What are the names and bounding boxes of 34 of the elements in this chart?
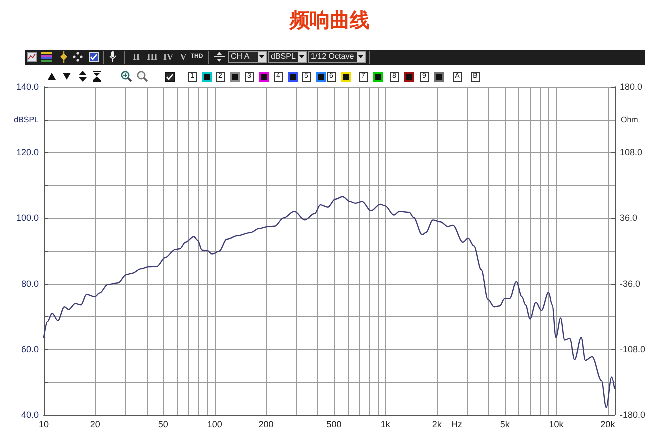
- y-tick-label: 100.0: [16, 213, 39, 224]
- y-tick-label: 80.0: [21, 278, 39, 289]
- toolbar-label: II: [132, 51, 141, 63]
- toolbar-label: V: [179, 51, 188, 63]
- x-tick-label: 100: [207, 420, 222, 430]
- x-tick-label: 5k: [500, 420, 510, 430]
- x-axis-title: Hz: [451, 420, 463, 430]
- y2-tick-label: -108.0: [620, 344, 646, 354]
- toolbar-label: III: [147, 51, 158, 63]
- x-tick-label: 200: [258, 420, 274, 430]
- dropdown: CH A: [228, 51, 267, 63]
- x-tick-label: 20: [90, 420, 100, 430]
- dropdown: 1/12 Octave: [308, 51, 366, 63]
- y2-tick-label: 180.0: [620, 82, 643, 92]
- x-tick-label: 10: [38, 420, 50, 430]
- x-tick-label: 2k: [432, 420, 442, 430]
- x-tick-label: 50: [158, 420, 168, 430]
- y-tick-label: 140.0: [16, 82, 39, 92]
- y-tick-label: 120.0: [16, 148, 39, 158]
- dropdown: dBSPL: [268, 51, 307, 63]
- x-tick-label: 20k: [600, 420, 616, 430]
- x-tick-label: 10k: [549, 420, 564, 430]
- toolbar-label: IV: [163, 51, 174, 63]
- y2-tick-label: 36.0: [620, 213, 638, 224]
- y2-tick-label: -36.0: [620, 278, 641, 289]
- chart-title: 频响曲线: [289, 10, 370, 32]
- y2-tick-label: -180.0: [620, 410, 646, 420]
- y-axis-title: dBSPL: [14, 115, 40, 124]
- x-tick-label: 500: [326, 420, 342, 430]
- x-tick-label: 1k: [380, 420, 391, 430]
- y-tick-label: 40.0: [21, 410, 39, 420]
- y-tick-label: 60.0: [21, 344, 39, 354]
- y2-tick-label: 108.0: [620, 148, 643, 158]
- y2-axis-title: Ohm: [621, 115, 639, 124]
